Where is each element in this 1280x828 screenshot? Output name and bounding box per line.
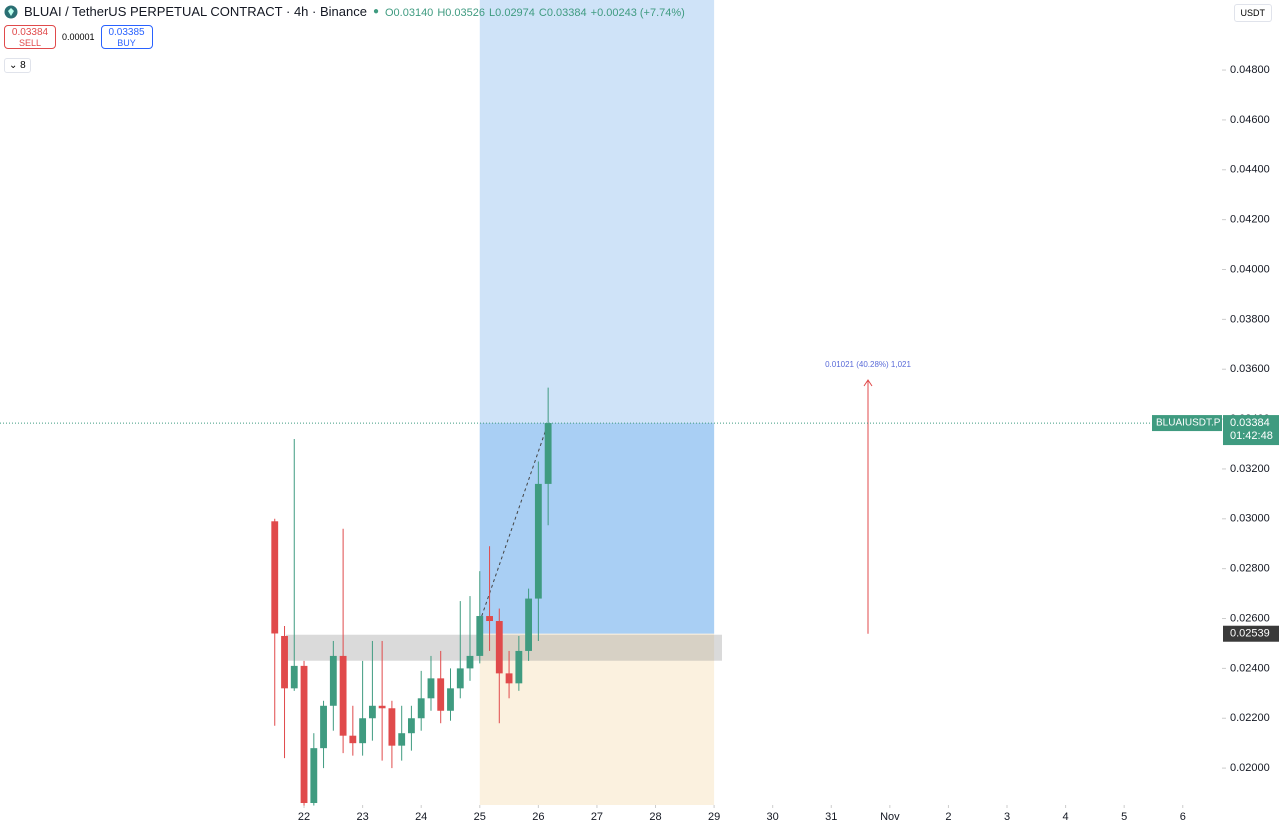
entry-price-label: 0.02539 [1230,628,1270,640]
measure-arrowhead [863,379,873,387]
x-tick-label: 23 [356,811,368,823]
profit-zone-active [479,423,715,634]
y-tick-label: 0.04000 [1230,263,1270,275]
ohlc-open: O0.03140 [384,7,434,19]
y-tick-label: 0.03600 [1230,363,1270,375]
buy-button[interactable]: 0.03385 BUY [100,25,153,49]
ohlc-high: H0.03526 [437,7,486,19]
candle-body [271,521,279,634]
candle-body [388,708,396,746]
y-tick-label: 0.02800 [1230,563,1270,575]
ohlc: O0.03140 H0.03526 L0.02974 C0.03384 +0.00243… [385,4,689,19]
x-tick-label: 22 [298,811,310,823]
candle-body [378,705,386,709]
candle-body [329,655,337,706]
candle-body [544,423,552,484]
candle-body [368,705,376,719]
y-tick-label: 0.02600 [1230,612,1270,624]
candle-body [310,748,318,804]
candle-body [339,655,347,736]
candle-body [437,678,445,711]
x-tick-label: 28 [649,811,661,823]
candle-body [486,616,493,622]
trend-line [479,422,549,622]
currency[interactable]: USDT [1233,4,1272,22]
candle-body [515,650,523,684]
symbol-icon [4,5,18,18]
candle-body [456,668,464,689]
last-price-bg [1223,415,1279,446]
y-tick-label: 0.03200 [1230,463,1270,475]
candle-body [281,635,288,689]
x-tick-label: 26 [532,811,544,823]
x-tick-label: 29 [708,811,720,823]
indicator-count: 8 [20,60,26,71]
candle-body [417,698,425,719]
spread: 0.00001 [62,32,95,42]
candle-body [407,718,415,734]
x-tick-label: 25 [474,811,486,823]
countdown-label: 01:42:48 [1230,430,1273,442]
candle-body [349,735,357,744]
ohlc-change: +0.00243 (+7.74%) [590,7,685,19]
buy-label: BUY [117,38,136,48]
header: BLUAI / TetherUS PERPETUAL CONTRACT · 4h… [4,4,689,19]
y-tick-label: 0.04200 [1230,214,1270,226]
sell-label: SELL [18,38,42,48]
measure-label: 0.01021 (40.28%) 1,021 [825,360,911,369]
candle-body [300,665,308,804]
ohlc-close: C0.03384 [538,7,587,19]
y-tick-label: 0.02000 [1230,762,1270,774]
candle-body [427,678,435,699]
candle-body [290,665,298,689]
x-tick-label: 6 [1180,811,1186,823]
status-dot: ● [372,6,379,17]
candle-body [320,705,327,749]
symbol-label: BLUAIUSDT.P [1156,418,1221,429]
x-tick-label: 31 [825,811,837,823]
x-tick-label: 30 [767,811,779,823]
candle-body [534,483,542,599]
last-price-label: 0.03384 [1230,417,1270,429]
title: BLUAI / TetherUS PERPETUAL CONTRACT · 4h… [24,4,367,19]
candle-body [398,733,406,746]
candle-body [525,598,532,651]
x-tick-label: 3 [1004,811,1010,823]
y-tick-label: 0.04400 [1230,164,1270,176]
candle-body [495,621,503,674]
x-tick-label: 27 [591,811,603,823]
indicators-toggle[interactable]: ⌄ 8 [4,58,31,73]
candle-body [476,616,484,656]
x-tick-label: 2 [945,811,951,823]
sell-button[interactable]: 0.03384 SELL [4,25,56,49]
y-tick-label: 0.03000 [1230,513,1270,525]
x-tick-label: 4 [1063,811,1069,823]
buy-price: 0.03385 [108,27,145,38]
sell-price: 0.03384 [11,27,49,38]
symbol-label-bg [1152,415,1222,432]
x-tick-label: Nov [880,811,900,823]
y-tick-label: 0.04800 [1230,64,1270,76]
x-tick-label: 24 [415,811,427,823]
y-tick-label: 0.02200 [1230,712,1270,724]
support-zone [286,634,722,661]
candle-body [359,718,367,744]
candle-body [447,688,454,711]
y-tick-label: 0.04600 [1230,114,1270,126]
candle-body [466,655,474,669]
candle-body [505,673,513,684]
y-tick-label: 0.03800 [1230,313,1270,325]
x-tick-label: 5 [1121,811,1127,823]
entry-price-bg [1223,625,1279,642]
ohlc-low: L0.02974 [489,7,535,19]
y-tick-label: 0.02400 [1230,662,1270,674]
trade-box: 0.03384 SELL 0.00001 0.03385 BUY [4,25,153,49]
